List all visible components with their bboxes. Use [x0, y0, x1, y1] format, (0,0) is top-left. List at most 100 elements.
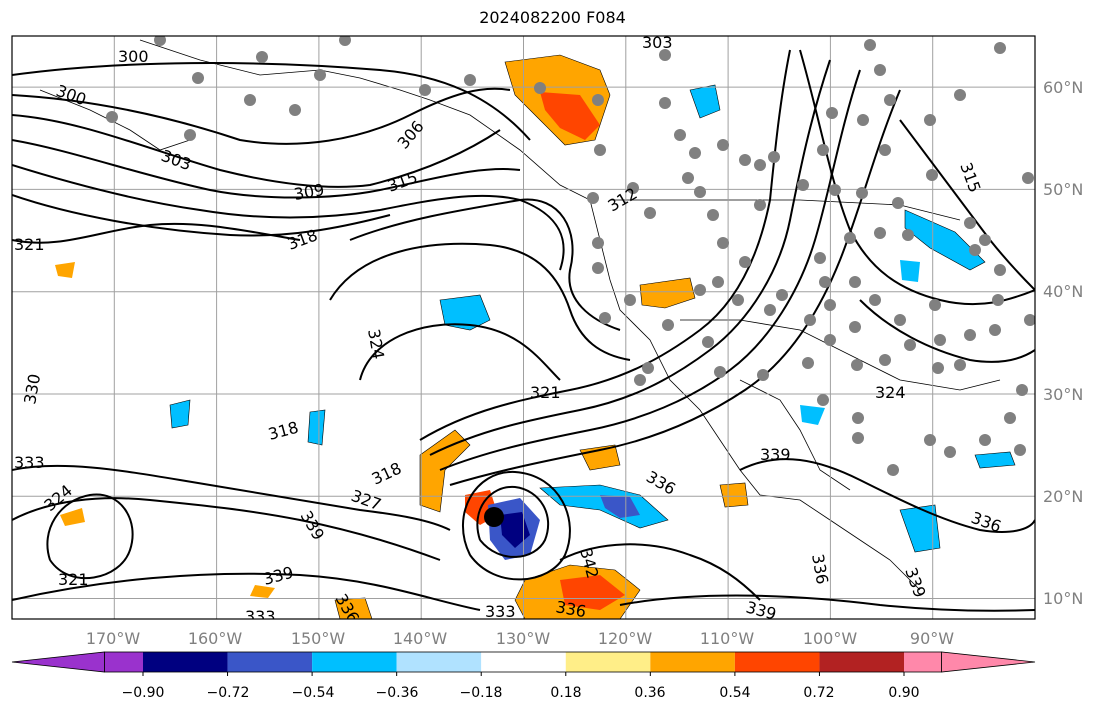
colorbar-extend-max	[941, 651, 1036, 673]
colorbar-extend-min	[11, 651, 105, 673]
station-dot	[592, 94, 604, 106]
station-dot	[754, 159, 766, 171]
y-tick-label: 60°N	[1043, 78, 1083, 97]
station-dot	[804, 314, 816, 326]
station-dot	[464, 74, 476, 86]
station-dot	[739, 256, 751, 268]
station-dot	[642, 362, 654, 374]
contour-label: 333	[245, 607, 276, 626]
station-dot	[594, 144, 606, 156]
station-dot	[904, 339, 916, 351]
colorbar-bin	[396, 652, 482, 672]
station-dot	[797, 179, 809, 191]
station-dot	[874, 227, 886, 239]
station-dot	[844, 232, 856, 244]
station-dot	[712, 276, 724, 288]
station-dot	[929, 299, 941, 311]
station-dot	[852, 412, 864, 424]
colorbar-tick-label: 0.54	[719, 685, 750, 701]
station-dot	[829, 184, 841, 196]
station-dot	[627, 182, 639, 194]
colorbar-bin	[104, 652, 143, 672]
colorbar-bin	[904, 652, 942, 672]
station-dot	[106, 111, 118, 123]
station-dot	[339, 36, 351, 46]
colorbar-bin	[650, 652, 735, 672]
station-dot	[1016, 384, 1028, 396]
station-dot	[754, 199, 766, 211]
y-tick-label: 40°N	[1043, 282, 1083, 301]
contour-label: 324	[875, 383, 906, 402]
station-dot	[244, 94, 256, 106]
station-dot	[869, 294, 881, 306]
station-dot	[592, 237, 604, 249]
station-dot	[814, 252, 826, 264]
lat-lon-grid	[12, 36, 1035, 619]
colorbar-tick-label: −0.72	[207, 685, 250, 701]
colorbar-tick-label: 0.36	[634, 685, 665, 701]
station-dot	[534, 82, 546, 94]
colorbar-frame	[104, 651, 942, 673]
x-tick-label: 100°W	[803, 629, 858, 648]
station-dots	[106, 36, 1035, 476]
station-dot	[849, 276, 861, 288]
station-dot	[192, 72, 204, 84]
station-dot	[826, 107, 838, 119]
station-dot	[932, 362, 944, 374]
station-dot	[1014, 444, 1026, 456]
station-dot	[857, 114, 869, 126]
station-dot	[674, 129, 686, 141]
station-dot	[634, 374, 646, 386]
colorbar-tick-label: 0.72	[803, 685, 834, 701]
station-dot	[659, 97, 671, 109]
station-dot	[879, 354, 891, 366]
station-dot	[717, 237, 729, 249]
station-dot	[824, 334, 836, 346]
station-dot	[884, 94, 896, 106]
low-center-marker	[484, 507, 504, 527]
colorbar-tick-label: −0.54	[292, 685, 335, 701]
x-tick-label: 140°W	[393, 629, 448, 648]
x-tick-label: 150°W	[291, 629, 346, 648]
station-dot	[662, 319, 674, 331]
station-dot	[964, 329, 976, 341]
station-dot	[894, 314, 906, 326]
station-dot	[717, 139, 729, 151]
contour-label: 300	[118, 47, 149, 66]
contour-label: 339	[760, 445, 791, 464]
station-dot	[924, 434, 936, 446]
colorbar-tick-label: 0.90	[888, 685, 919, 701]
station-dot	[887, 464, 899, 476]
colorbar-bin	[312, 652, 397, 672]
x-axis: 170°W 160°W 150°W 140°W 130°W 120°W 110°…	[86, 629, 954, 648]
station-dot	[1004, 412, 1016, 424]
station-dot	[768, 151, 780, 163]
colorbar-bin	[143, 652, 228, 672]
colorbar	[11, 651, 1036, 676]
colorbar-bin	[481, 652, 566, 672]
station-dot	[902, 229, 914, 241]
station-dot	[926, 169, 938, 181]
contour-label: 339	[744, 598, 778, 624]
contour-label: 321	[58, 570, 89, 589]
station-dot	[944, 446, 956, 458]
x-tick-label: 110°W	[700, 629, 755, 648]
y-tick-label: 10°N	[1043, 589, 1083, 608]
station-dot	[694, 284, 706, 296]
station-dot	[954, 89, 966, 101]
station-dot	[979, 434, 991, 446]
station-dot	[934, 334, 946, 346]
station-dot	[764, 304, 776, 316]
station-dot	[892, 197, 904, 209]
station-dot	[707, 209, 719, 221]
station-dot	[969, 244, 981, 256]
plot-area: 300 300 303 303 306 309 312 315 315 318 …	[12, 36, 1035, 626]
station-dot	[587, 192, 599, 204]
map-title: 2024082200 F084	[479, 8, 626, 27]
station-dot	[979, 234, 991, 246]
y-tick-label: 20°N	[1043, 487, 1083, 506]
x-tick-label: 130°W	[496, 629, 551, 648]
colorbar-bin	[819, 652, 904, 672]
station-dot	[702, 336, 714, 348]
station-dot	[1022, 172, 1034, 184]
